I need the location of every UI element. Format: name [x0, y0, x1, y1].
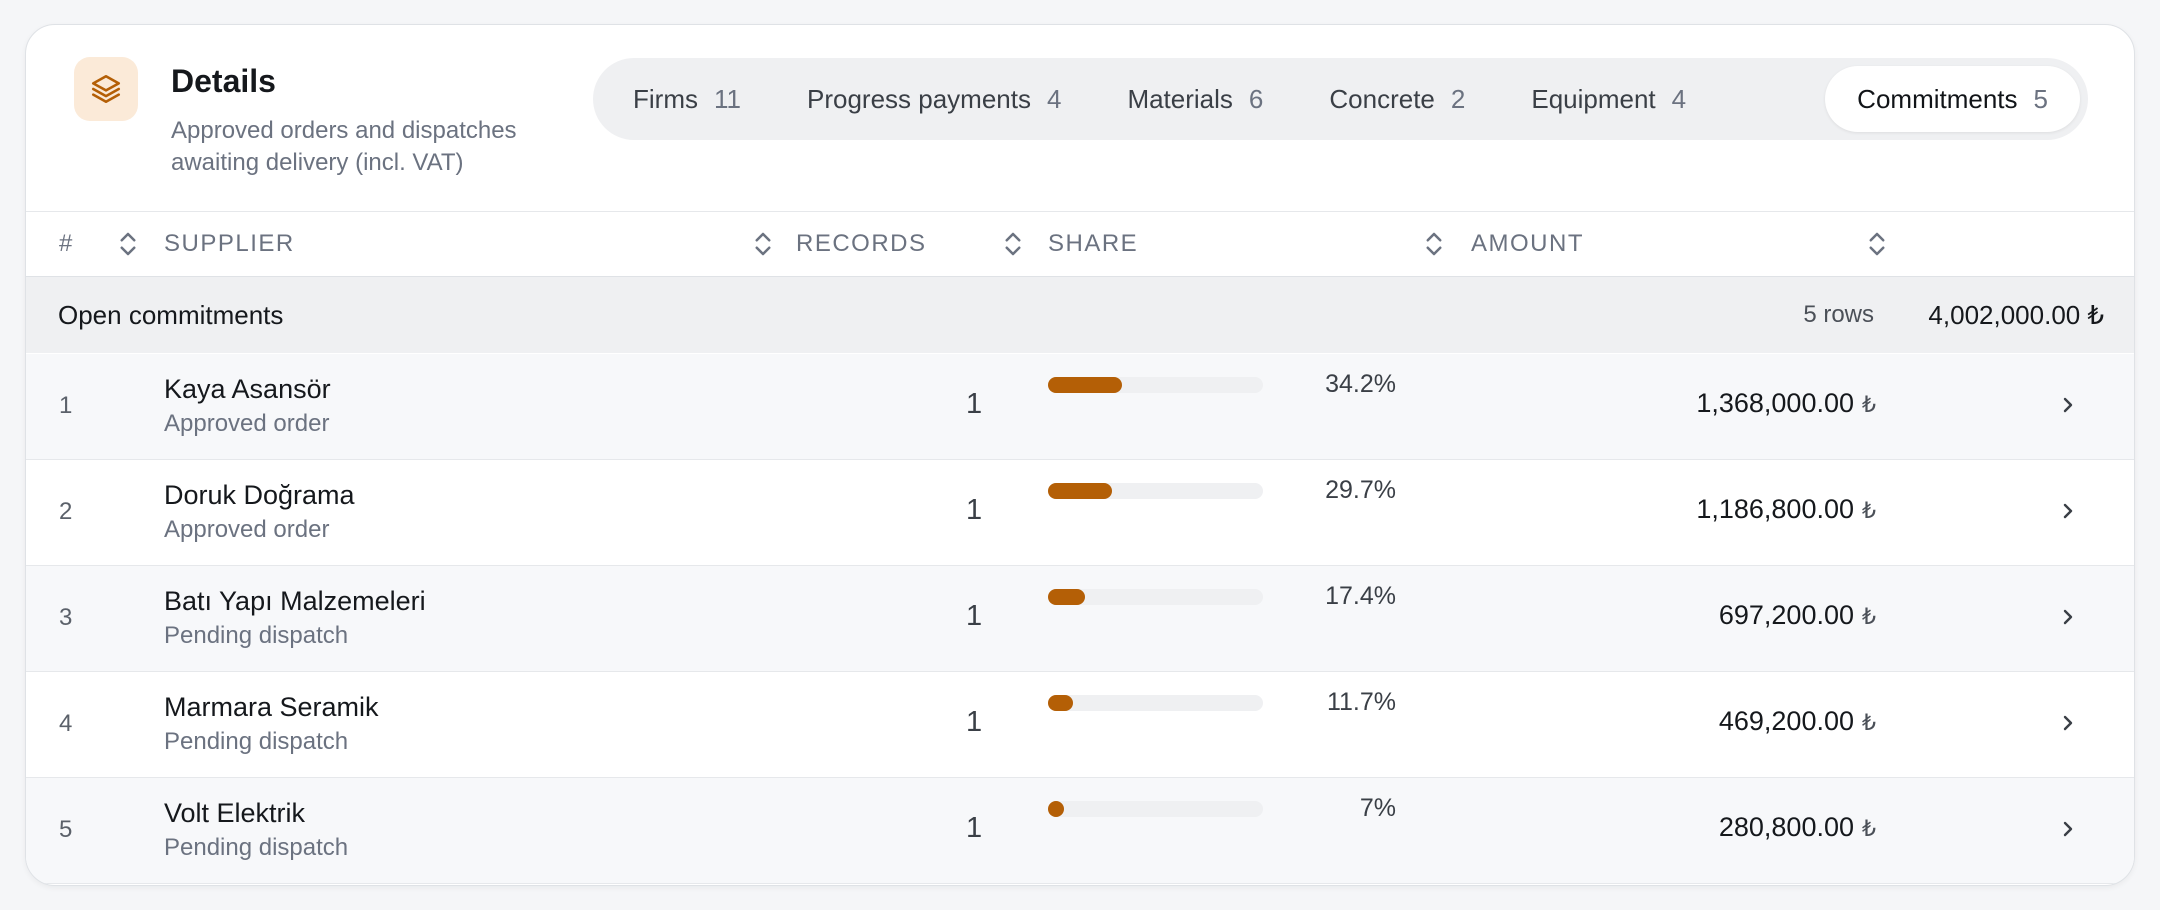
details-card: Details Approved orders and dispatches a…	[25, 24, 2135, 886]
tab-count: 11	[713, 83, 741, 114]
tab-label: Progress payments	[806, 83, 1031, 114]
sort-icon[interactable]	[1862, 229, 1892, 259]
tab-label: Commitments	[1857, 83, 2018, 114]
tab-count: 4	[1671, 83, 1687, 114]
page-subtitle: Approved orders and dispatches awaiting …	[171, 117, 517, 176]
supplier-name: Marmara Seramik	[164, 692, 379, 722]
share-bar	[1048, 483, 1263, 499]
share-bar-fill	[1048, 483, 1112, 499]
record-count: 1	[966, 600, 983, 632]
row-index: 3	[59, 604, 73, 631]
tab-label: Equipment	[1531, 83, 1656, 114]
share-bar-fill	[1048, 377, 1122, 393]
tab-concrete[interactable]: Concrete 2	[1297, 66, 1497, 132]
sort-icon[interactable]	[113, 229, 143, 259]
page-title: Details	[171, 63, 276, 99]
tab-count: 5	[2033, 83, 2048, 114]
amount-value: 697,200.00	[1718, 600, 1854, 630]
tab-label: Concrete	[1329, 83, 1435, 114]
chevron-right-icon[interactable]	[2056, 602, 2080, 632]
share-bar	[1048, 695, 1263, 711]
table-row[interactable]: 5 Volt Elektrik Pending dispatch 1 7% 28…	[26, 778, 2134, 884]
share-percent: 34.2%	[1325, 370, 1396, 398]
supplier-name: Kaya Asansör	[164, 374, 331, 404]
tab-materials[interactable]: Materials 6	[1095, 66, 1295, 132]
record-count: 1	[966, 388, 983, 420]
sort-icon[interactable]	[998, 229, 1028, 259]
row-index: 2	[59, 498, 73, 525]
column-index: #	[59, 230, 74, 257]
sort-icon[interactable]	[748, 229, 778, 259]
tab-count: 2	[1450, 83, 1466, 114]
details-header: Details Approved orders and dispatches a…	[26, 25, 2134, 212]
column-records: RECORDS	[796, 230, 927, 257]
tab-bar: Firms 11 Progress payments 4 Materials 6 Co…	[593, 58, 2088, 140]
share-percent: 17.4%	[1325, 582, 1396, 610]
share-bar-fill	[1048, 589, 1086, 605]
record-count: 1	[966, 706, 983, 738]
share-bar-fill	[1048, 695, 1074, 711]
tab-progress-payments[interactable]: Progress payments 4	[775, 66, 1093, 132]
supplier-status: Pending dispatch	[164, 728, 349, 755]
supplier-status: Approved order	[164, 410, 330, 437]
tab-count: 6	[1248, 83, 1264, 114]
currency-symbol: ₺	[1862, 498, 1876, 523]
tab-label: Materials	[1127, 83, 1233, 114]
column-share: SHARE	[1048, 230, 1139, 257]
supplier-status: Pending dispatch	[164, 622, 349, 649]
row-amount: 280,800.00 ₺	[1526, 812, 1876, 843]
column-amount: AMOUNT	[1471, 230, 1584, 257]
amount-value: 280,800.00	[1718, 812, 1854, 842]
row-amount: 697,200.00 ₺	[1526, 600, 1876, 631]
row-amount: 1,186,800.00 ₺	[1526, 494, 1876, 525]
table-header: # SUPPLIER RECORDS SHARE AMOUNT	[26, 212, 2134, 277]
supplier-status: Pending dispatch	[164, 834, 349, 861]
currency-symbol: ₺	[1862, 710, 1876, 735]
row-amount: 469,200.00 ₺	[1526, 706, 1876, 737]
amount-value: 469,200.00	[1718, 706, 1854, 736]
tab-label: Firms	[633, 83, 698, 114]
share-bar-fill	[1048, 801, 1064, 817]
currency-symbol: ₺	[1862, 392, 1876, 417]
supplier-status: Approved order	[164, 516, 330, 543]
tab-equipment[interactable]: Equipment 4	[1499, 66, 1718, 132]
share-percent: 11.7%	[1326, 688, 1396, 716]
supplier-name: Volt Elektrik	[164, 798, 306, 828]
share-bar	[1048, 801, 1263, 817]
chevron-right-icon[interactable]	[2056, 390, 2080, 420]
amount-value: 1,368,000.00	[1696, 388, 1854, 418]
record-count: 1	[966, 812, 983, 844]
group-label: Open commitments	[58, 299, 284, 330]
table-row[interactable]: 3 Batı Yapı Malzemeleri Pending dispatch…	[26, 566, 2134, 672]
tab-count: 4	[1046, 83, 1062, 114]
chevron-right-icon[interactable]	[2056, 496, 2080, 526]
row-amount: 1,368,000.00 ₺	[1526, 388, 1876, 419]
column-supplier: SUPPLIER	[164, 230, 295, 257]
currency-symbol: ₺	[1862, 816, 1876, 841]
currency-symbol: ₺	[1862, 604, 1876, 629]
supplier-name: Batı Yapı Malzemeleri	[164, 586, 426, 616]
layers-icon	[74, 57, 138, 121]
amount-value: 1,186,800.00	[1696, 494, 1854, 524]
table-row[interactable]: 1 Kaya Asansör Approved order 1 34.2% 1,…	[26, 354, 2134, 460]
tab-firms[interactable]: Firms 11	[601, 66, 773, 132]
group-total: 4,002,000.00 ₺	[1928, 299, 2104, 330]
chevron-right-icon[interactable]	[2056, 708, 2080, 738]
group-row-count: 5 rows	[1803, 301, 1874, 328]
share-bar	[1048, 377, 1263, 393]
row-index: 4	[59, 710, 73, 737]
table-row[interactable]: 2 Doruk Doğrama Approved order 1 29.7% 1…	[26, 460, 2134, 566]
group-row: Open commitments 5 rows 4,002,000.00 ₺	[26, 277, 2134, 353]
record-count: 1	[966, 494, 983, 526]
sort-icon[interactable]	[1419, 229, 1449, 259]
share-percent: 29.7%	[1325, 476, 1396, 504]
share-percent: 7%	[1359, 794, 1396, 822]
row-index: 1	[59, 392, 73, 419]
share-bar	[1048, 589, 1263, 605]
row-index: 5	[59, 816, 73, 843]
chevron-right-icon[interactable]	[2056, 814, 2080, 844]
tab-commitments[interactable]: Commitments 5	[1825, 66, 2080, 132]
supplier-name: Doruk Doğrama	[164, 480, 355, 510]
table-row[interactable]: 4 Marmara Seramik Pending dispatch 1 11.…	[26, 672, 2134, 778]
